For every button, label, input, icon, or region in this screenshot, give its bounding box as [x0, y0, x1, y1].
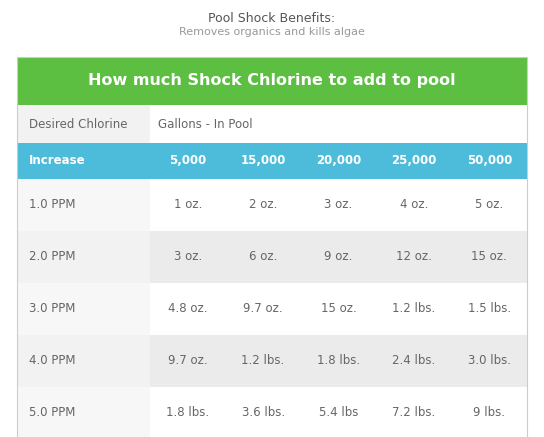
Bar — [17, 335, 150, 387]
Text: 5,000: 5,000 — [169, 155, 206, 167]
Text: 4.8 oz.: 4.8 oz. — [168, 302, 207, 316]
Bar — [150, 231, 527, 283]
Text: 5.0 PPM: 5.0 PPM — [29, 406, 76, 420]
Text: Pool Shock Benefits:: Pool Shock Benefits: — [208, 11, 336, 24]
Text: Gallons - In Pool: Gallons - In Pool — [158, 118, 252, 131]
Bar — [150, 387, 527, 437]
Bar — [17, 57, 527, 437]
Text: 6 oz.: 6 oz. — [249, 250, 277, 264]
Text: 15 oz.: 15 oz. — [472, 250, 507, 264]
Text: 7.2 lbs.: 7.2 lbs. — [392, 406, 436, 420]
Text: 12 oz.: 12 oz. — [396, 250, 432, 264]
Text: 9.7 oz.: 9.7 oz. — [243, 302, 283, 316]
Text: 1.8 lbs.: 1.8 lbs. — [317, 354, 360, 368]
Text: Increase: Increase — [29, 155, 85, 167]
Bar — [17, 143, 527, 179]
Bar — [17, 179, 150, 231]
Text: 3.6 lbs.: 3.6 lbs. — [242, 406, 285, 420]
Text: 5 oz.: 5 oz. — [475, 198, 503, 212]
Text: 50,000: 50,000 — [467, 155, 512, 167]
Text: 2 oz.: 2 oz. — [249, 198, 277, 212]
Bar — [17, 105, 150, 143]
Text: 2.0 PPM: 2.0 PPM — [29, 250, 76, 264]
Bar — [17, 231, 150, 283]
Text: 1.8 lbs.: 1.8 lbs. — [166, 406, 209, 420]
Text: Removes organics and kills algae: Removes organics and kills algae — [179, 27, 365, 37]
Text: 15,000: 15,000 — [240, 155, 286, 167]
Bar — [150, 105, 527, 143]
Bar — [150, 283, 527, 335]
Bar — [150, 179, 527, 231]
Text: 20,000: 20,000 — [316, 155, 361, 167]
Bar — [150, 335, 527, 387]
Text: 1.5 lbs.: 1.5 lbs. — [468, 302, 511, 316]
Text: 1.0 PPM: 1.0 PPM — [29, 198, 76, 212]
Text: 9 lbs.: 9 lbs. — [473, 406, 505, 420]
Text: 1.2 lbs.: 1.2 lbs. — [242, 354, 285, 368]
Text: 1.2 lbs.: 1.2 lbs. — [392, 302, 436, 316]
Bar — [17, 387, 150, 437]
Bar — [17, 283, 150, 335]
Text: 5.4 lbs: 5.4 lbs — [319, 406, 358, 420]
Text: 3 oz.: 3 oz. — [324, 198, 353, 212]
Text: 3.0 PPM: 3.0 PPM — [29, 302, 76, 316]
Text: 9 oz.: 9 oz. — [324, 250, 353, 264]
Text: 9.7 oz.: 9.7 oz. — [168, 354, 207, 368]
Text: 15 oz.: 15 oz. — [320, 302, 356, 316]
Text: 25,000: 25,000 — [391, 155, 437, 167]
Bar — [17, 57, 527, 105]
Text: 3 oz.: 3 oz. — [174, 250, 202, 264]
Text: 2.4 lbs.: 2.4 lbs. — [392, 354, 436, 368]
Text: 4.0 PPM: 4.0 PPM — [29, 354, 76, 368]
Text: 1 oz.: 1 oz. — [174, 198, 202, 212]
Text: 4 oz.: 4 oz. — [400, 198, 428, 212]
Text: Desired Chlorine: Desired Chlorine — [29, 118, 127, 131]
Text: 3.0 lbs.: 3.0 lbs. — [468, 354, 511, 368]
Text: How much Shock Chlorine to add to pool: How much Shock Chlorine to add to pool — [88, 73, 456, 89]
